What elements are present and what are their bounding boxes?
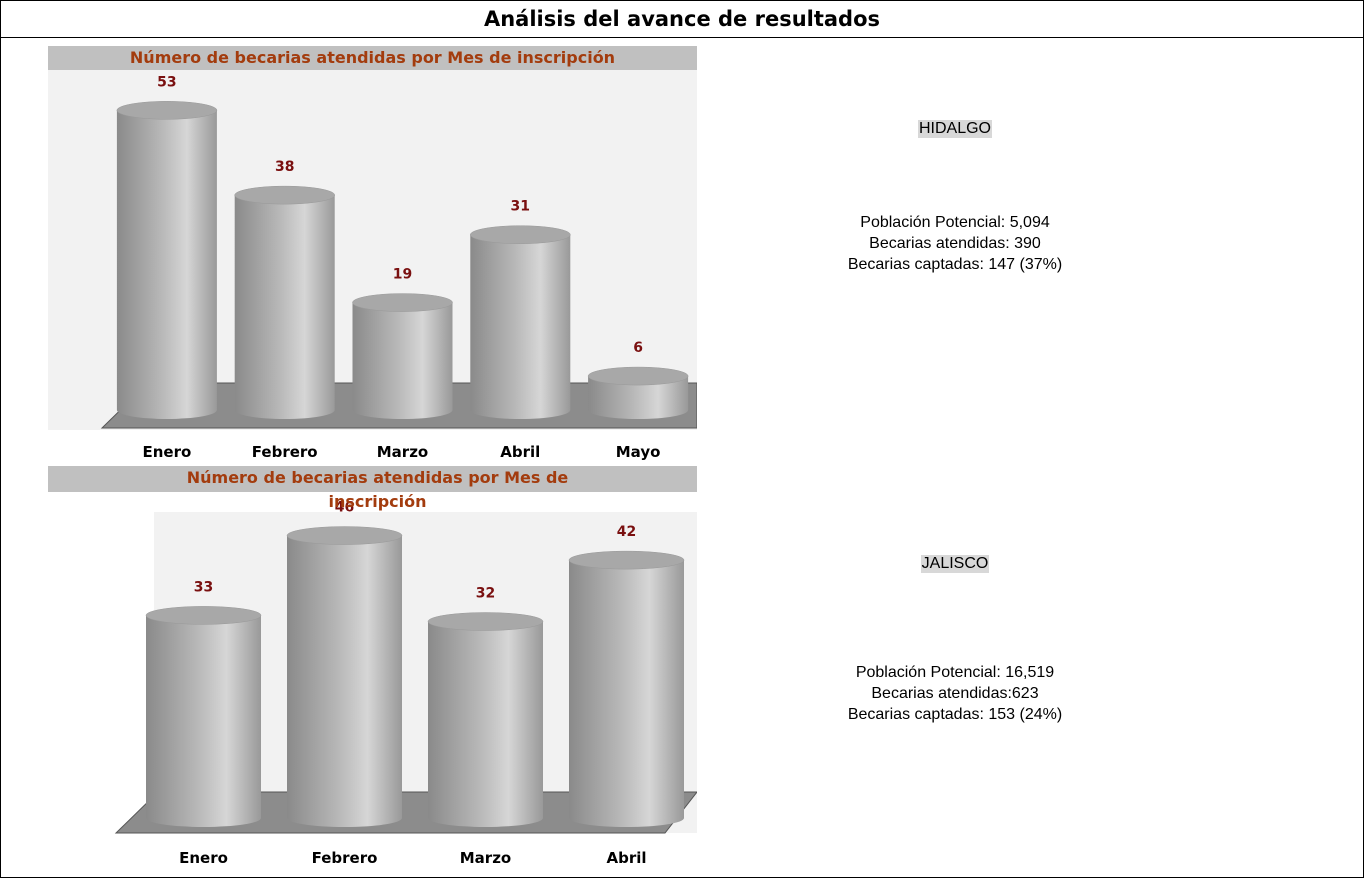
bar	[352, 293, 453, 419]
bar-body	[234, 195, 335, 419]
bar-body	[146, 615, 261, 827]
data-label: 32	[476, 586, 495, 602]
info-line: Becarias captadas: 153 (24%)	[847, 706, 1063, 723]
x-tick-label: Febrero	[252, 443, 318, 461]
info-panel: JALISCO Población Potencial: 16,519 Beca…	[760, 555, 1150, 725]
bar-top	[470, 225, 571, 244]
chart-title: Número de becarias atendidas por Mes de …	[186, 468, 569, 511]
bar-body	[569, 560, 684, 827]
chart: 33 Enero 46 Febrero 32 Marzo 42 Abril	[114, 500, 697, 867]
data-label: 42	[617, 524, 636, 540]
bar	[568, 550, 685, 827]
info-line: Población Potencial: 5,094	[860, 214, 1050, 231]
bar-top	[145, 606, 262, 625]
bar-body	[287, 535, 402, 827]
bar-top	[568, 550, 685, 570]
bar-top	[427, 612, 544, 631]
x-tick-label: Enero	[179, 849, 228, 867]
data-label: 33	[194, 579, 213, 595]
info-line: Población Potencial: 16,519	[855, 664, 1055, 681]
x-tick-label: Mayo	[616, 443, 661, 461]
bar	[145, 606, 262, 827]
bar-body	[588, 376, 689, 419]
x-tick-label: Abril	[606, 849, 646, 867]
bar-top	[587, 366, 689, 386]
bar-body	[116, 110, 217, 419]
info-line: Becarias atendidas:623	[871, 685, 1039, 702]
bar	[286, 526, 403, 827]
data-label: 6	[633, 340, 643, 356]
bar-top	[234, 185, 335, 205]
chart-title-bar	[48, 466, 697, 492]
x-tick-label: Marzo	[460, 849, 511, 867]
info-line: Becarias atendidas: 390	[869, 235, 1041, 252]
x-tick-label: Enero	[142, 443, 191, 461]
bar-body	[352, 302, 453, 419]
state-name: HIDALGO	[917, 120, 992, 138]
x-tick-label: Marzo	[377, 443, 428, 461]
info-line: Becarias captadas: 147 (37%)	[847, 256, 1063, 273]
data-label: 38	[275, 159, 294, 175]
bar-top	[116, 101, 218, 120]
bar	[470, 225, 571, 419]
data-label: 19	[393, 267, 412, 283]
x-tick-label: Febrero	[312, 849, 378, 867]
x-tick-label: Abril	[500, 443, 540, 461]
bar-top	[286, 526, 403, 545]
bar-body	[428, 621, 543, 827]
chart: 53 Enero 38 Febrero 19 Marzo 31 Abril 6 Mayo	[48, 70, 697, 461]
bar	[234, 185, 335, 419]
bar	[116, 101, 218, 419]
info-panel: HIDALGO Población Potencial: 5,094 Becar…	[760, 120, 1150, 275]
chart-title: Número de becarias atendidas por Mes de …	[48, 46, 697, 70]
bar	[587, 366, 689, 419]
bar-body	[470, 234, 571, 419]
page-title: Análisis del avance de resultados	[0, 0, 1364, 38]
data-label: 31	[511, 199, 530, 215]
bar	[427, 612, 544, 827]
data-label: 53	[157, 74, 176, 90]
bar-top	[352, 293, 453, 312]
data-label: 46	[335, 500, 354, 516]
state-name: JALISCO	[920, 555, 990, 573]
